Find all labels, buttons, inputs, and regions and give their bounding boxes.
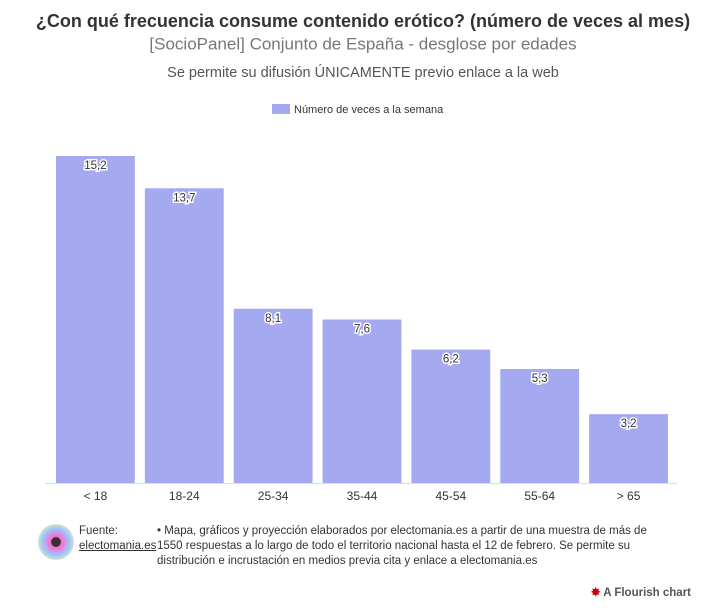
chart-subtitle: [SocioPanel] Conjunto de España - desglo… [149,34,576,53]
bar [233,308,313,483]
credit[interactable]: ✸ A Flourish chart [591,586,691,601]
logo [38,524,74,560]
chart-note: Se permite su difusión ÚNICAMENTE previo… [167,64,559,81]
bar [411,349,491,483]
footer-text: • Mapa, gráficos y proyección elaborados… [157,525,647,567]
value-label: 7,6 [354,324,370,336]
chart-title: ¿Con qué frecuencia consume contenido er… [36,11,690,31]
value-label: 13,7 [173,192,195,204]
bar [322,319,402,483]
x-tick-label: 18-24 [169,489,200,503]
x-tick-label: < 18 [84,489,108,503]
legend-swatch [272,104,290,114]
value-label: 15,2 [84,160,106,172]
legend-label: Número de veces a la semana [294,104,444,116]
value-label: 6,2 [443,354,459,366]
source-label: Fuente: [79,525,118,537]
credit-icon: ✸ [590,587,604,599]
x-tick-label: 45-54 [436,489,467,503]
bar [144,188,224,484]
x-tick-label: 55-64 [524,489,555,503]
x-tick-label: 25-34 [258,489,289,503]
bar [589,414,668,483]
bar [500,368,580,483]
value-label: 5,3 [532,373,548,385]
x-tick-label: > 65 [617,489,641,503]
credit-text: A Flourish chart [603,587,691,599]
value-label: 3,2 [621,418,637,430]
x-tick-label: 35-44 [347,489,378,503]
bar [56,156,135,483]
source-link[interactable]: electomania.es [79,540,157,552]
value-label: 8,1 [265,313,281,325]
